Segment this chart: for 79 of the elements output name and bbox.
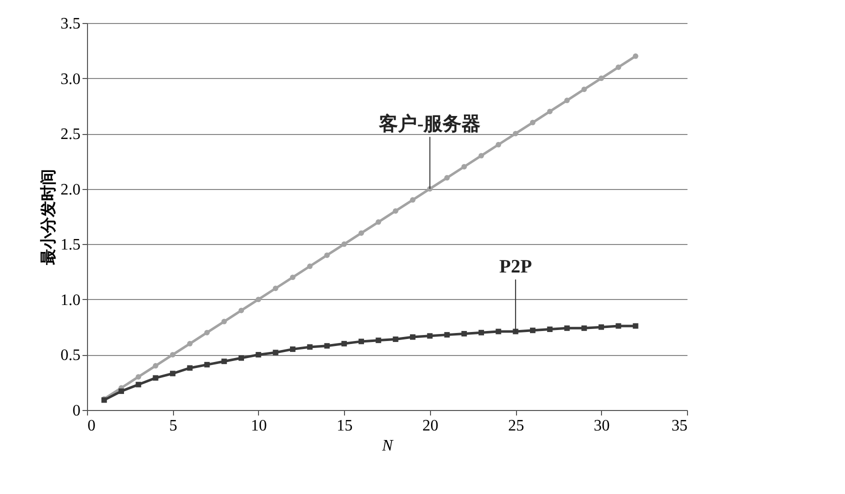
y-tick-label: 0.5 bbox=[60, 347, 80, 364]
point bbox=[478, 152, 484, 158]
point bbox=[496, 142, 502, 148]
point bbox=[461, 330, 467, 336]
y-tick-label: 1.5 bbox=[60, 236, 80, 254]
point bbox=[581, 86, 587, 92]
point bbox=[376, 338, 382, 344]
point bbox=[170, 370, 176, 376]
point bbox=[598, 76, 604, 82]
point bbox=[547, 326, 553, 332]
point bbox=[564, 325, 570, 331]
point bbox=[256, 352, 262, 358]
point bbox=[238, 355, 244, 361]
y-tick-label: 3.5 bbox=[60, 16, 80, 32]
point bbox=[410, 197, 416, 203]
x-tick-label: 0 bbox=[88, 418, 96, 434]
point bbox=[358, 338, 364, 344]
point bbox=[616, 64, 622, 70]
x-tick-label: 35 bbox=[672, 418, 688, 434]
x-tick-label: 15 bbox=[336, 418, 353, 434]
point bbox=[461, 164, 467, 170]
point bbox=[392, 208, 398, 214]
point bbox=[581, 325, 587, 331]
x-tick-label: 10 bbox=[250, 418, 267, 434]
point bbox=[118, 388, 124, 394]
point bbox=[256, 296, 262, 302]
annotation: P2P bbox=[499, 256, 532, 278]
point bbox=[341, 241, 347, 247]
point bbox=[324, 343, 330, 349]
point bbox=[238, 308, 244, 314]
y-tick-label: 1.0 bbox=[60, 292, 80, 309]
point bbox=[272, 286, 278, 292]
y-tick-label: 3.0 bbox=[60, 70, 80, 88]
point bbox=[152, 363, 158, 369]
point bbox=[547, 108, 553, 114]
point bbox=[204, 362, 210, 368]
point bbox=[496, 328, 502, 334]
y-tick-label: 2.5 bbox=[60, 126, 80, 144]
point bbox=[512, 130, 518, 136]
point bbox=[530, 328, 536, 334]
point bbox=[307, 344, 313, 350]
point bbox=[272, 350, 278, 356]
point bbox=[444, 332, 450, 338]
y-tick-label: 0 bbox=[72, 402, 80, 420]
point bbox=[136, 374, 142, 380]
point bbox=[632, 53, 638, 59]
point bbox=[307, 264, 313, 269]
x-tick-label: 25 bbox=[508, 418, 524, 434]
point bbox=[221, 358, 227, 364]
point bbox=[564, 98, 570, 104]
point bbox=[170, 352, 176, 358]
point bbox=[341, 340, 347, 346]
point bbox=[427, 333, 433, 339]
point bbox=[410, 334, 416, 340]
point bbox=[444, 175, 450, 181]
point bbox=[187, 365, 193, 371]
point bbox=[204, 330, 210, 336]
point bbox=[290, 346, 296, 352]
point bbox=[478, 330, 484, 336]
point bbox=[598, 324, 604, 330]
point bbox=[136, 382, 142, 388]
point bbox=[187, 340, 193, 346]
point bbox=[290, 274, 296, 280]
point bbox=[392, 336, 398, 342]
annotation: 客户-服务器 bbox=[378, 112, 481, 135]
x-tick-label: 5 bbox=[169, 418, 178, 434]
point bbox=[376, 219, 382, 225]
point bbox=[152, 375, 158, 381]
y-tick-label: 2.0 bbox=[60, 181, 80, 198]
point bbox=[616, 323, 622, 329]
point bbox=[221, 318, 227, 324]
x-tick-label: 20 bbox=[422, 418, 438, 434]
point bbox=[324, 252, 330, 258]
x-axis-title: N bbox=[381, 438, 394, 454]
point bbox=[530, 120, 536, 126]
x-tick-label: 30 bbox=[594, 418, 610, 434]
point bbox=[358, 230, 364, 236]
y-axis-title: 最小分发时间 bbox=[40, 169, 58, 266]
point bbox=[632, 323, 638, 329]
